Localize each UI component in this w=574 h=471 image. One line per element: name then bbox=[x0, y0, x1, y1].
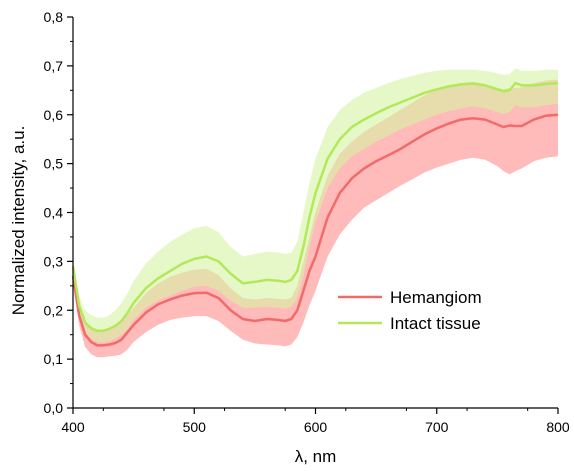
y-tick-label: 0,4 bbox=[44, 205, 64, 221]
confidence-bands bbox=[73, 68, 558, 358]
x-tick-label: 400 bbox=[61, 419, 85, 435]
y-tick-label: 0,2 bbox=[44, 302, 64, 318]
line-hemangiom bbox=[71, 113, 559, 347]
y-tick-label: 0,6 bbox=[44, 107, 64, 123]
legend-item: Intact tissue bbox=[338, 314, 481, 333]
x-axis-title: λ, nm bbox=[295, 447, 337, 466]
legend-item: Hemangiom bbox=[338, 288, 482, 307]
x-tick-label: 500 bbox=[183, 419, 207, 435]
band-intact-tissue bbox=[73, 68, 558, 343]
plot-area bbox=[71, 68, 559, 358]
y-tick-label: 0,7 bbox=[44, 58, 64, 74]
y-tick-label: 0,0 bbox=[44, 400, 64, 416]
x-tick-label: 600 bbox=[304, 419, 328, 435]
axes: 400 500 600 700 800 0,0 0,1 0,2 0,3 0,4 0,5 0,6 0,7… bbox=[44, 9, 570, 435]
series-lines bbox=[71, 81, 559, 347]
y-tick-label: 0,1 bbox=[44, 351, 64, 367]
y-ticks: 0,0 0,1 0,2 0,3 0,4 0,5 0,6 0,7 0,8 bbox=[44, 9, 73, 416]
y-tick-label: 0,8 bbox=[44, 9, 64, 25]
x-ticks: 400 500 600 700 800 bbox=[61, 408, 570, 435]
legend-label: Hemangiom bbox=[390, 288, 482, 307]
y-tick-label: 0,3 bbox=[44, 253, 64, 269]
x-tick-label: 800 bbox=[546, 419, 570, 435]
legend: Hemangiom Intact tissue bbox=[338, 288, 482, 333]
legend-label: Intact tissue bbox=[390, 314, 481, 333]
x-tick-label: 700 bbox=[425, 419, 449, 435]
line-intact-tissue bbox=[71, 81, 559, 333]
y-axis-title: Normalized intensity, a.u. bbox=[9, 126, 28, 316]
y-tick-label: 0,5 bbox=[44, 156, 64, 172]
